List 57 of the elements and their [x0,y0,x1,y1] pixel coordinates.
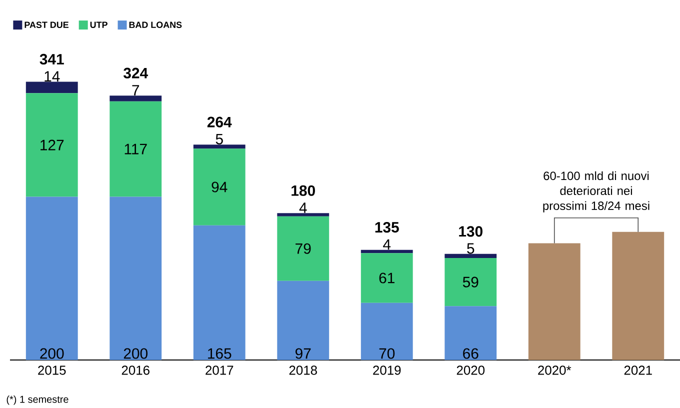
total-label: 135 [375,222,399,233]
bar [277,216,330,281]
data-label: 79 [296,243,311,254]
text: (*) 1 semestre [6,396,68,405]
bar [444,306,497,360]
bar [193,144,246,149]
bar [360,253,413,303]
bar [26,93,78,197]
bar [110,96,162,102]
bar [193,148,246,226]
total-label: 264 [207,116,232,128]
data-label: 117 [124,144,147,154]
data-label: 127 [40,140,64,150]
x-tick-label: 2017 [206,366,234,375]
data-label: 5 [216,134,223,144]
data-label: 5 [467,243,474,254]
data-label: 200 [40,348,64,359]
bar [277,280,330,360]
data-label: 165 [208,348,232,359]
x-tick-label: 2016 [122,366,150,375]
data-label: 59 [462,276,478,288]
x-tick-label: 2015 [38,366,66,375]
bar [110,101,162,197]
x-tick-label: 2018 [289,366,317,375]
data-label: 66 [463,348,478,359]
total-label: 324 [124,68,148,78]
bar [612,232,664,360]
data-label: 94 [212,182,228,192]
legend-label: BAD LOANS [129,22,182,28]
bar [360,302,413,360]
x-tick-label: 2020* [538,366,572,375]
bar [528,243,580,360]
data-label: 70 [379,348,395,359]
x-tick-label: 2020 [456,366,485,375]
data-label: 4 [383,239,391,250]
data-label: 200 [124,348,148,359]
data-label: 4 [299,202,307,213]
data-label: 14 [44,71,60,82]
annotation: 60-100 mld di nuovi deteriorati nei prossimi 18/24 mesi [543,171,650,212]
bar [444,254,497,258]
bar [26,196,78,360]
x-tick-label: 2019 [373,366,401,375]
total-label: 180 [292,185,315,196]
bar [193,225,246,360]
legend-label: PAST DUE [24,22,68,28]
data-label: 97 [296,348,311,359]
total-label: 130 [459,226,482,237]
bar [277,213,330,216]
data-label: 7 [132,85,140,96]
total-label: 341 [40,54,64,65]
legend-label: UTP [90,22,108,28]
bar [110,196,162,360]
bar [444,258,497,306]
x-tick-label: 2021 [624,366,652,375]
data-label: 61 [379,272,394,284]
bar [360,250,413,254]
bar [26,82,78,94]
